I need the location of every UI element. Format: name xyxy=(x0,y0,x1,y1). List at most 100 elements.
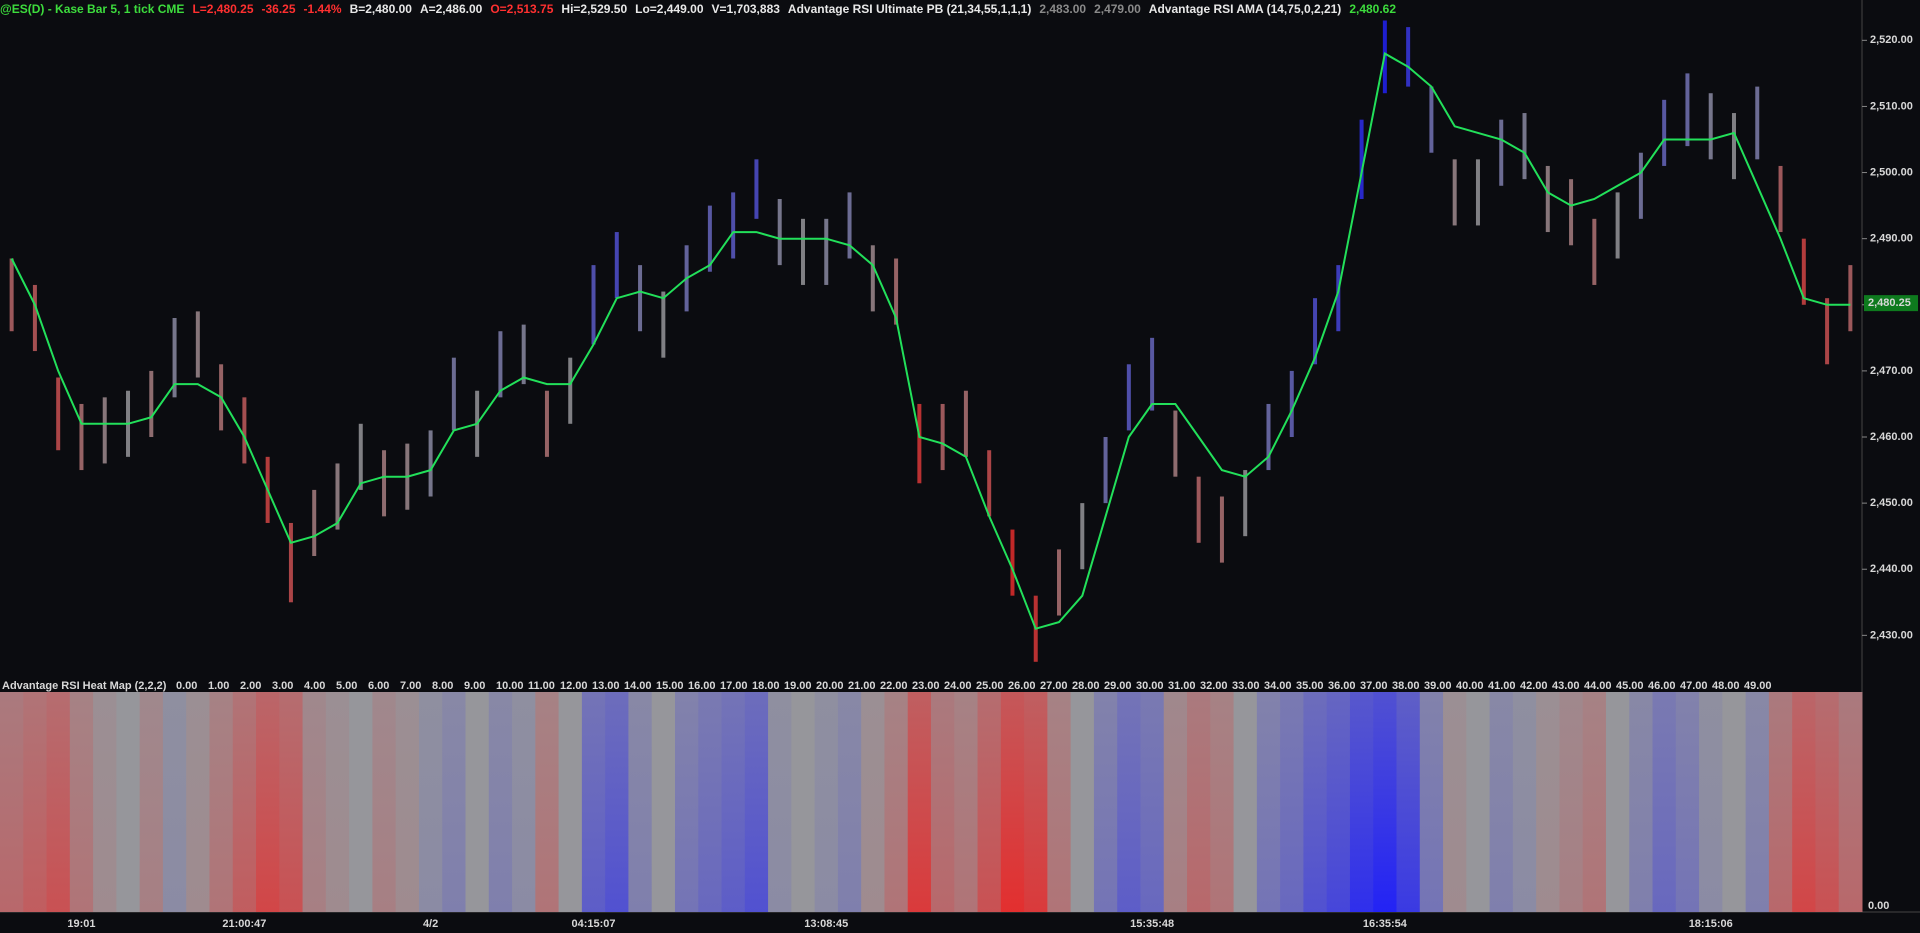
heat-column xyxy=(1815,692,1840,912)
heat-legend-label: 4.00 xyxy=(304,680,325,692)
price-bar xyxy=(1219,496,1224,563)
x-tick-label: 21:00:47 xyxy=(222,918,266,930)
header-item: -1.44% xyxy=(303,2,342,16)
heat-column xyxy=(0,692,24,912)
heat-column xyxy=(977,692,1002,912)
heat-column xyxy=(162,692,187,912)
heat-column xyxy=(1466,692,1491,912)
price-bar xyxy=(195,311,200,378)
heat-column xyxy=(698,692,723,912)
header: @ES(D) - Kase Bar 5, 1 tick CME L=2,480.2… xyxy=(0,2,1404,16)
price-bar xyxy=(1569,179,1574,246)
heat-legend-label: 41.00 xyxy=(1488,680,1516,692)
price-bar xyxy=(707,205,712,272)
price-bar xyxy=(1755,86,1760,160)
heat-column xyxy=(1396,692,1421,912)
header-item: O=2,513.75 xyxy=(490,2,554,16)
heat-column xyxy=(837,692,862,912)
y-tick-label: 2,490.00 xyxy=(1870,233,1913,245)
heat-column xyxy=(279,692,304,912)
price-bar xyxy=(1452,159,1457,226)
price-bar xyxy=(521,324,526,385)
heat-legend-label: 3.00 xyxy=(272,680,293,692)
price-bar xyxy=(824,218,829,285)
heat-legend-label: 16.00 xyxy=(688,680,716,692)
heat-column xyxy=(23,692,48,912)
heat-column xyxy=(1303,692,1328,912)
heat-legend-label: 18.00 xyxy=(752,680,780,692)
heat-column xyxy=(1163,692,1188,912)
heat-legend-label: 8.00 xyxy=(432,680,453,692)
heat-column xyxy=(1652,692,1677,912)
heat-legend-label: 46.00 xyxy=(1648,680,1676,692)
y-tick-label: 2,510.00 xyxy=(1870,100,1913,112)
price-bar xyxy=(451,357,456,431)
header-item: L=2,480.25 xyxy=(192,2,254,16)
price-bar xyxy=(1196,476,1201,543)
price-bar xyxy=(242,397,247,464)
y-tick-label: 2,500.00 xyxy=(1870,166,1913,178)
price-bar xyxy=(1313,298,1318,365)
heat-legend-label: 48.00 xyxy=(1712,680,1740,692)
price-bar xyxy=(79,403,84,471)
heat-legend-label: 29.00 xyxy=(1104,680,1132,692)
price-bar xyxy=(1499,119,1504,186)
heat-legend-label: 7.00 xyxy=(400,680,421,692)
heat-legend-label: 27.00 xyxy=(1040,680,1068,692)
x-tick-label: 15:35:48 xyxy=(1130,918,1174,930)
heat-column xyxy=(907,692,932,912)
heat-column xyxy=(651,692,676,912)
price-bar xyxy=(1080,503,1085,570)
header-item: 2,479.00 xyxy=(1094,2,1141,16)
heat-column xyxy=(674,692,699,912)
header-item: 2,480.62 xyxy=(1349,2,1397,16)
x-tick-label: 04:15:07 xyxy=(571,918,615,930)
heat-column xyxy=(1559,692,1584,912)
price-bar xyxy=(288,522,293,603)
heat-legend-label: 23.00 xyxy=(912,680,940,692)
heat-column xyxy=(1140,692,1165,912)
heat-column xyxy=(1117,692,1141,912)
price-bar xyxy=(1801,238,1806,305)
price-bar xyxy=(498,331,503,398)
heat-column xyxy=(1256,692,1281,912)
heat-column xyxy=(1373,692,1397,912)
heat-column xyxy=(1280,692,1304,912)
heat-legend-label: 31.00 xyxy=(1168,680,1196,692)
y-tick-label: 2,520.00 xyxy=(1870,34,1913,46)
heat-column xyxy=(442,692,466,912)
price-bar xyxy=(149,370,154,438)
heat-column xyxy=(1443,692,1467,912)
heat-legend-label: 43.00 xyxy=(1552,680,1580,692)
heat-column xyxy=(1792,692,1816,912)
price-bar xyxy=(1406,27,1411,87)
heat-column xyxy=(488,692,513,912)
price-bar xyxy=(172,318,177,398)
heat-column xyxy=(256,692,280,912)
heat-legend-label: 38.00 xyxy=(1392,680,1420,692)
heat-legend-label: 0.00 xyxy=(176,680,197,692)
price-bar xyxy=(358,423,363,490)
heat-legend-label: 11.00 xyxy=(528,680,555,692)
heat-legend-label: 47.00 xyxy=(1680,680,1708,692)
price-bar xyxy=(1522,113,1527,180)
heat-legend-label: 5.00 xyxy=(336,680,357,692)
price-bar xyxy=(568,357,573,424)
heat-column xyxy=(814,692,839,912)
heat-column xyxy=(768,692,792,912)
heat-legend-label: 44.00 xyxy=(1584,680,1612,692)
heat-column xyxy=(116,692,141,912)
heat-column xyxy=(372,692,397,912)
heat-column xyxy=(302,692,327,912)
x-tick-label: 16:35:54 xyxy=(1363,918,1408,930)
heat-column xyxy=(721,692,746,912)
price-bar xyxy=(428,430,433,497)
price-bar xyxy=(847,192,852,259)
price-bar xyxy=(1662,99,1667,166)
price-bar xyxy=(1475,159,1480,226)
heat-legend-label: 19.00 xyxy=(784,680,812,692)
x-tick-label: 13:08:45 xyxy=(804,918,848,930)
price-bar xyxy=(1848,265,1853,332)
heat-legend-label: 32.00 xyxy=(1200,680,1228,692)
